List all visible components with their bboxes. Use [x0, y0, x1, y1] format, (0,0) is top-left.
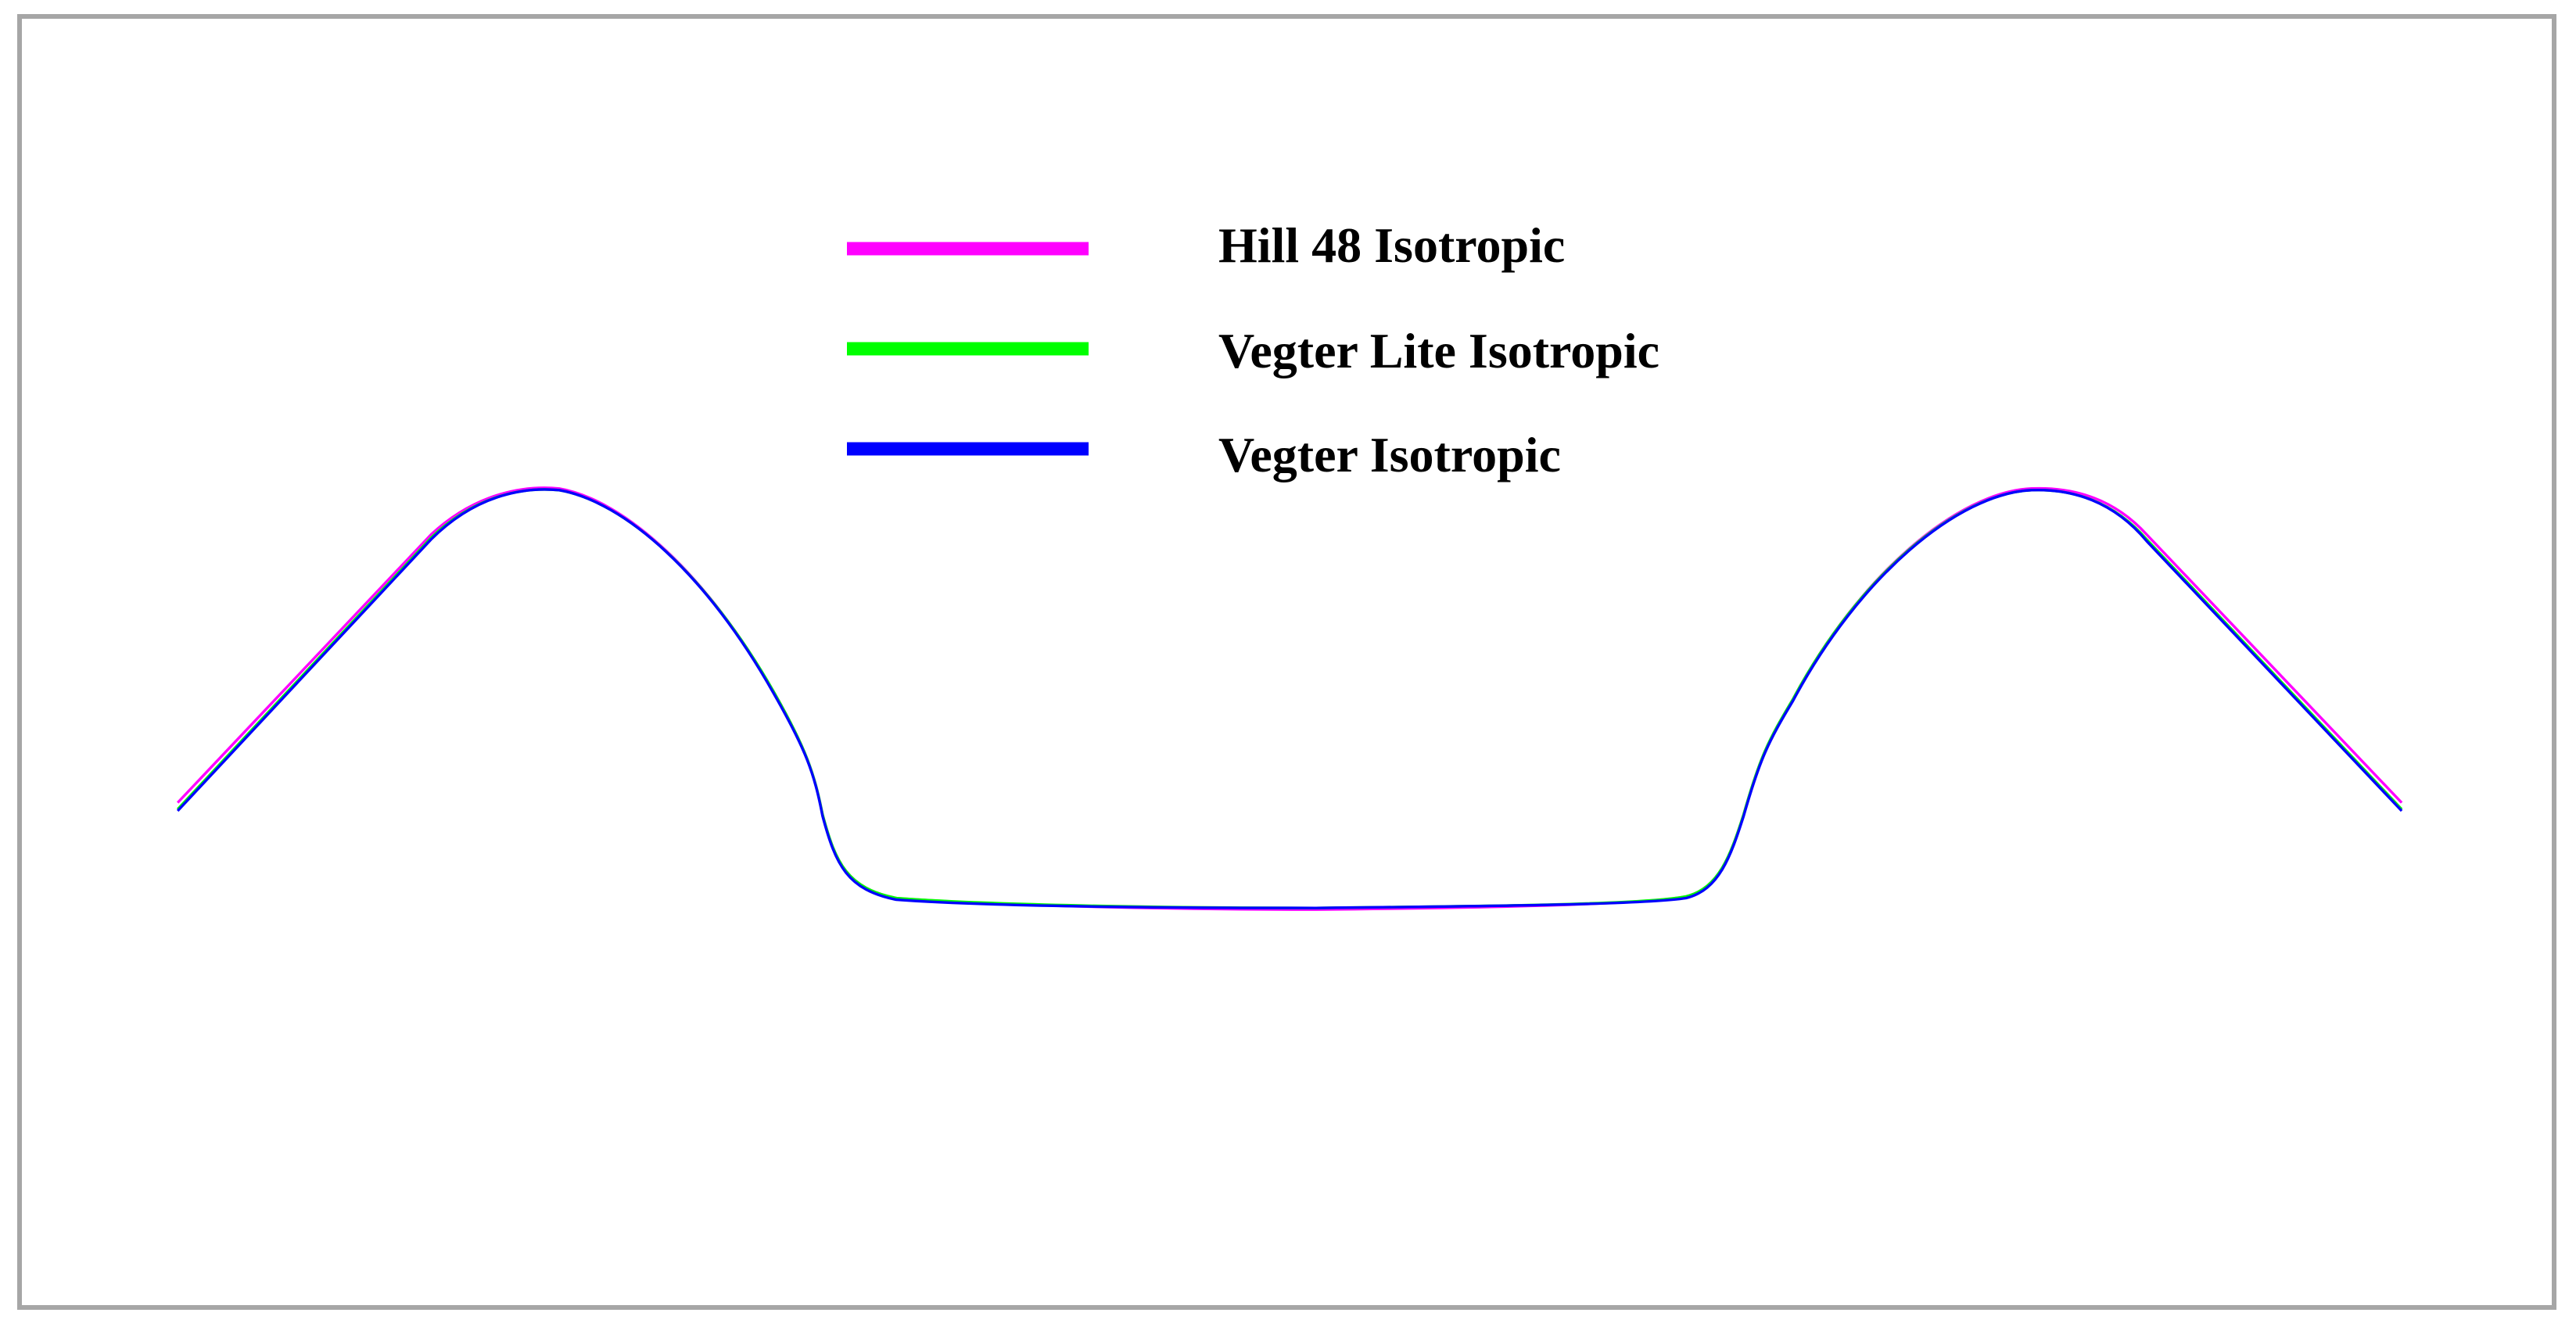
legend-label: Hill 48 Isotropic — [1218, 217, 1565, 273]
legend-label: Vegter Isotropic — [1218, 427, 1561, 482]
legend-label: Vegter Lite Isotropic — [1218, 323, 1659, 378]
profiles — [176, 486, 2403, 911]
frame — [17, 14, 2556, 1310]
profile-curve — [176, 488, 2403, 909]
legend: Hill 48 Isotropic Vegter Lite Isotropic … — [847, 217, 1659, 482]
